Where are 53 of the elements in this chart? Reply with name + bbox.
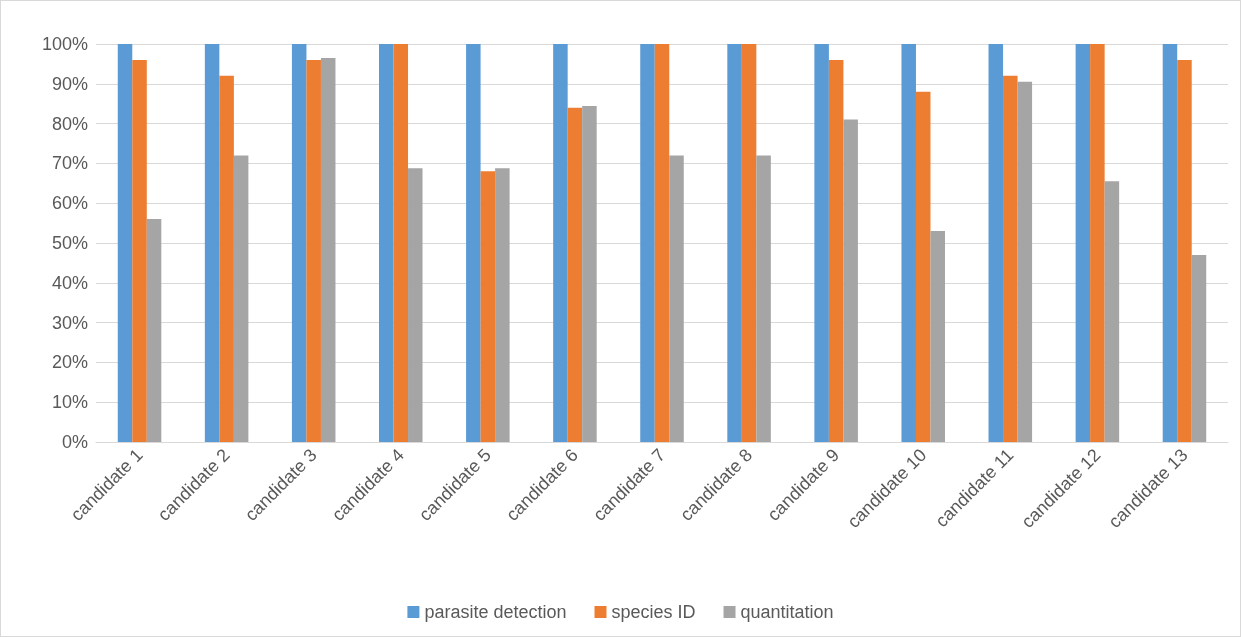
y-tick-label: 100% [41,34,88,54]
bar [567,107,583,442]
legend-label: species ID [611,602,696,622]
bar [495,168,510,442]
bar [306,59,321,442]
bar [669,155,684,442]
bar [1162,44,1178,442]
bar [843,119,858,442]
bar [553,44,568,442]
y-tick-label: 20% [51,352,88,373]
bar [1090,44,1105,442]
bar [582,106,597,442]
legend-label: quantitation [740,602,834,622]
bar [756,155,771,442]
bar [117,44,133,442]
bar [1017,81,1033,442]
bar [915,91,931,442]
y-tick-label: 80% [51,113,88,134]
bar [132,59,147,442]
bar [1003,75,1018,442]
bar [741,44,757,442]
bar [408,168,423,442]
y-tick-label: 10% [51,392,88,413]
y-tick-label: 30% [51,312,88,333]
bar [233,155,249,442]
bar [1075,44,1091,442]
bar [640,44,655,442]
bar [393,44,409,442]
y-tick-label: 60% [51,193,88,214]
y-tick-label: 0% [61,432,88,452]
bar [814,44,829,442]
bar [219,75,234,442]
bar [988,44,1004,442]
bar [466,44,481,442]
y-tick-label: 90% [51,73,88,94]
bar [320,57,336,442]
bar [727,44,742,442]
legend-label: parasite detection [424,602,567,622]
bar [930,231,945,442]
y-tick-label: 70% [51,153,88,174]
bar [1104,181,1120,442]
bar [828,59,844,442]
bar [379,44,394,442]
bar [146,219,162,442]
bar [901,44,916,442]
y-tick-label: 40% [51,272,88,293]
bar [480,171,496,442]
bar [291,44,307,442]
bar [204,44,220,442]
bar [1177,59,1192,442]
bar [1191,254,1207,442]
y-tick-label: 50% [51,233,88,253]
bar [654,44,670,442]
